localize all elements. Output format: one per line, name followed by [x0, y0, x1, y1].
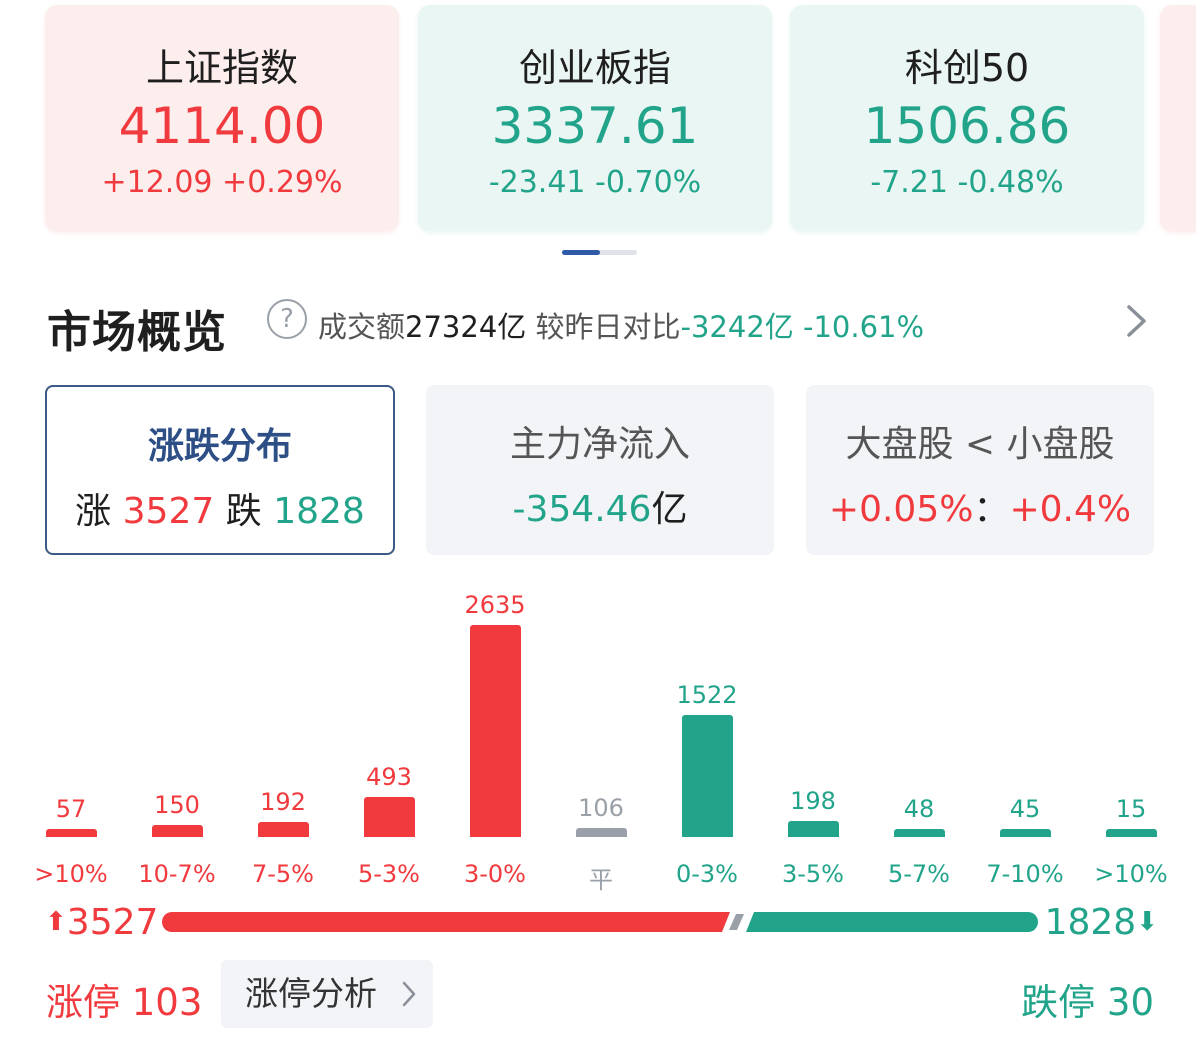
chart-bar: [1000, 829, 1051, 837]
index-price: 1506.86: [863, 97, 1071, 155]
chart-category-label: >10%: [1094, 860, 1168, 888]
turnover-summary: 成交额27324亿 较昨日对比-3242亿 -10.61%: [318, 304, 924, 346]
arrow-down-icon: ⬇: [1136, 907, 1158, 937]
index-card-next-partial[interactable]: [1160, 5, 1196, 231]
chart-value-label: 48: [903, 795, 935, 823]
chart-bar: [46, 829, 97, 837]
chart-bar: [894, 829, 945, 837]
chart-value-label: 1522: [676, 681, 738, 709]
tab-net-inflow[interactable]: 主力净流入 -354.46亿: [426, 385, 774, 555]
ratio-bar: [162, 912, 1038, 932]
index-change: +12.09 +0.29%: [101, 165, 343, 200]
chart-bar: [470, 625, 521, 837]
index-change: -23.41 -0.70%: [488, 165, 702, 200]
large-cap-change: +0.05%: [828, 489, 974, 530]
tab-distribution-title: 涨跌分布: [147, 426, 292, 467]
index-name: 上证指数: [145, 46, 298, 90]
chart-bar: [576, 828, 627, 837]
chart-value-label: 15: [1115, 795, 1147, 823]
chart-bar: [1106, 829, 1157, 837]
net-inflow-unit: 亿: [651, 489, 688, 530]
ratio-bar-flat: [729, 914, 744, 930]
compare-pct: -10.61%: [803, 310, 925, 344]
index-name: 科创50: [904, 46, 1030, 90]
chart-category-label: 平: [589, 866, 613, 894]
index-change: -7.21 -0.48%: [870, 165, 1064, 200]
chart-value-label: 150: [154, 791, 200, 819]
chart-category-label: 3-5%: [781, 860, 844, 888]
tab-net-inflow-value: -354.46亿: [426, 480, 774, 532]
net-inflow-amount: -354.46: [512, 489, 652, 530]
tab-cap-compare-value: +0.05%：+0.4%: [806, 480, 1154, 532]
ratio-bar-up: [162, 912, 730, 932]
turnover-label: 成交额: [318, 310, 406, 344]
limit-up-count: 涨停 103: [46, 981, 203, 1024]
chevron-right-icon: [402, 981, 416, 1007]
down-value: 1828: [273, 491, 365, 532]
chart-value-label: 57: [55, 795, 87, 823]
tab-cap-compare[interactable]: 大盘股 < 小盘股 +0.05%：+0.4%: [806, 385, 1154, 555]
chart-category-label: 5-3%: [357, 860, 420, 888]
index-card-chinext[interactable]: 创业板指 3337.61 -23.41 -0.70%: [418, 5, 772, 231]
chart-bar: [364, 797, 415, 837]
chart-value-label: 106: [578, 794, 624, 822]
turnover-value: 27324亿: [405, 310, 527, 344]
chart-value-label: 493: [366, 763, 412, 791]
down-label: 跌: [225, 491, 262, 532]
chart-value-label: 198: [790, 787, 836, 815]
chart-bar: [682, 715, 733, 837]
chart-value-label: 45: [1009, 795, 1041, 823]
tab-distribution[interactable]: 涨跌分布 涨 3527 跌 1828: [45, 385, 395, 555]
chart-category-label: 7-5%: [251, 860, 314, 888]
compare-label: 较昨日对比: [535, 310, 681, 344]
chart-category-label: 0-3%: [675, 860, 738, 888]
tab-cap-compare-title: 大盘股 < 小盘股: [845, 424, 1115, 465]
chart-category-label: >10%: [34, 860, 108, 888]
chart-category-label: 3-0%: [463, 860, 526, 888]
ratio-bar-down: [746, 912, 1038, 932]
market-overview-title: 市场概览: [47, 307, 227, 358]
up-value: 3527: [122, 491, 215, 532]
help-icon[interactable]: ?: [267, 299, 307, 339]
index-card-star50[interactable]: 科创50 1506.86 -7.21 -0.48%: [790, 5, 1144, 231]
up-label: 涨: [75, 491, 112, 532]
carousel-indicator-active: [562, 250, 600, 255]
chart-value-label: 2635: [464, 591, 526, 619]
chevron-right-icon[interactable]: [1120, 302, 1152, 340]
limit-down-count: 跌停 30: [1021, 981, 1154, 1024]
index-card-shanghai[interactable]: 上证指数 4114.00 +12.09 +0.29%: [45, 5, 399, 231]
ratio-down-count: 1828: [1044, 902, 1137, 943]
cap-separator: ：: [973, 489, 1010, 530]
tab-distribution-value: 涨 3527 跌 1828: [47, 482, 393, 534]
chart-category-label: 5-7%: [887, 860, 950, 888]
chart-category-label: 7-10%: [986, 860, 1064, 888]
ratio-up: ⬆3527: [45, 902, 158, 943]
distribution-chart: 57 >10% 150 10-7% 192 7-5% 493 5-3% 2635 3-0% 106 平…: [0, 580, 1196, 900]
ratio-up-count: 3527: [66, 902, 159, 943]
chart-bar: [152, 825, 203, 837]
small-cap-change: +0.4%: [1009, 489, 1132, 530]
chart-bar: [788, 821, 839, 837]
chart-value-label: 192: [260, 788, 306, 816]
tab-net-inflow-title: 主力净流入: [509, 424, 690, 465]
index-price: 4114.00: [118, 97, 326, 155]
chart-category-label: 10-7%: [138, 860, 216, 888]
chart-bar: [258, 822, 309, 837]
compare-value: -3242亿: [680, 310, 794, 344]
limit-up-analysis-button[interactable]: 涨停分析: [221, 960, 433, 1028]
arrow-up-icon: ⬆: [45, 907, 67, 937]
ratio-down: 1828⬇: [1045, 902, 1158, 943]
index-price: 3337.61: [491, 97, 699, 155]
up-down-ratio: ⬆3527 1828⬇: [0, 900, 1196, 950]
carousel-indicator: [562, 250, 637, 255]
limit-up-analysis-label: 涨停分析: [245, 974, 377, 1013]
index-name: 创业板指: [518, 46, 671, 90]
